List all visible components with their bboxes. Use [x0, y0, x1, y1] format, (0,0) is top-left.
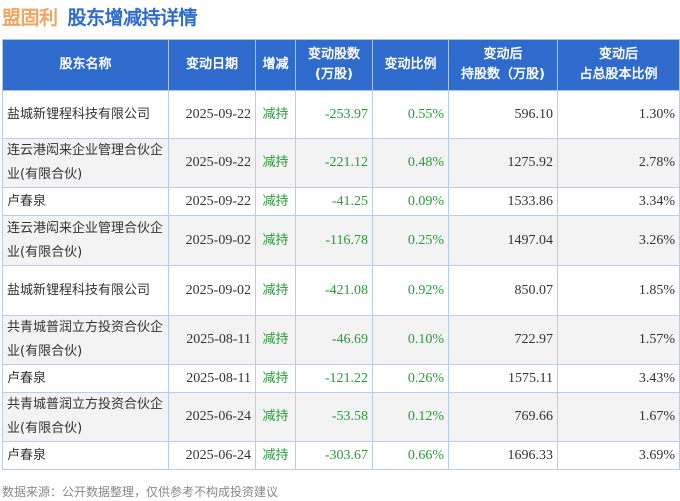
- pct-after: 3.26%: [557, 215, 680, 266]
- column-header: 变动后 占总股本比例: [557, 39, 680, 91]
- change-date: 2025-08-11: [168, 315, 256, 365]
- title-text: 股东增减持详情: [67, 7, 198, 29]
- pct-after: 1.30%: [557, 90, 680, 139]
- column-header: 增减: [255, 39, 296, 91]
- change-shares: -121.22: [295, 364, 373, 393]
- change-type: 减持: [255, 187, 296, 216]
- change-ratio: 0.26%: [372, 364, 449, 393]
- change-ratio: 0.66%: [372, 441, 449, 470]
- change-date: 2025-09-02: [168, 265, 256, 316]
- table-row: 连云港闳来企业管理合伙企业(有限合伙) 2025-09-22 减持 -221.12 0.…: [2, 138, 680, 188]
- shares-after: 1696.33: [448, 441, 558, 470]
- change-type: 减持: [255, 215, 296, 266]
- change-shares: -53.58: [295, 392, 373, 442]
- change-type: 减持: [255, 138, 296, 188]
- shares-after: 850.07: [448, 265, 558, 316]
- shares-after: 1533.86: [448, 187, 558, 216]
- column-header: 股东名称: [2, 39, 169, 91]
- change-shares: -46.69: [295, 315, 373, 365]
- change-shares: -253.97: [295, 90, 373, 139]
- table-row: 卢春泉 2025-09-22 减持 -41.25 0.09% 1533.86 3.34%: [2, 187, 680, 216]
- change-date: 2025-09-02: [168, 215, 256, 266]
- pct-after: 3.43%: [557, 364, 680, 393]
- change-date: 2025-09-22: [168, 138, 256, 188]
- change-ratio: 0.92%: [372, 265, 449, 316]
- shares-after: 1497.04: [448, 215, 558, 266]
- shares-after: 722.97: [448, 315, 558, 365]
- change-ratio: 0.12%: [372, 392, 449, 442]
- change-date: 2025-08-11: [168, 364, 256, 393]
- page-title: 盟固利 股东增减持详情: [2, 3, 198, 30]
- shareholder-name: 卢春泉: [2, 364, 169, 393]
- table-row: 盐城新锂程科技有限公司 2025-09-02 减持 -421.08 0.92% 850.0…: [2, 265, 680, 316]
- shareholder-name: 卢春泉: [2, 441, 169, 470]
- shares-after: 1575.11: [448, 364, 558, 393]
- change-shares: -303.67: [295, 441, 373, 470]
- table-row: 连云港闳来企业管理合伙企业(有限合伙) 2025-09-02 减持 -116.78 0.…: [2, 215, 680, 266]
- company-name: 盟固利: [2, 7, 58, 29]
- pct-after: 1.67%: [557, 392, 680, 442]
- shareholder-name: 共青城普润立方投资合伙企业(有限合伙): [2, 392, 169, 442]
- pct-after: 3.69%: [557, 441, 680, 470]
- change-type: 减持: [255, 441, 296, 470]
- column-header: 变动日期: [168, 39, 256, 91]
- pct-after: 2.78%: [557, 138, 680, 188]
- change-type: 减持: [255, 265, 296, 316]
- shares-after: 1275.92: [448, 138, 558, 188]
- change-date: 2025-06-24: [168, 392, 256, 442]
- change-date: 2025-09-22: [168, 187, 256, 216]
- change-shares: -421.08: [295, 265, 373, 316]
- column-header: 变动股数 (万股): [295, 39, 373, 91]
- change-date: 2025-09-22: [168, 90, 256, 139]
- pct-after: 3.34%: [557, 187, 680, 216]
- shareholder-name: 盐城新锂程科技有限公司: [2, 265, 169, 316]
- change-type: 减持: [255, 315, 296, 365]
- data-source-note: 数据来源：公开数据整理，仅供参考不构成投资建议: [2, 485, 279, 499]
- shareholder-name: 卢春泉: [2, 187, 169, 216]
- column-header: 变动比例: [372, 39, 449, 91]
- table-row: 盐城新锂程科技有限公司 2025-09-22 减持 -253.97 0.55% 596.1…: [2, 90, 680, 139]
- shareholder-name: 连云港闳来企业管理合伙企业(有限合伙): [2, 215, 169, 266]
- holdings-change-table: 股东名称 变动日期 增减 变动股数 (万股) 变动比例 变动后 持股数（万股) 变动后 占总…: [2, 39, 680, 470]
- pct-after: 1.85%: [557, 265, 680, 316]
- change-ratio: 0.25%: [372, 215, 449, 266]
- change-ratio: 0.55%: [372, 90, 449, 139]
- change-ratio: 0.09%: [372, 187, 449, 216]
- table-row: 卢春泉 2025-06-24 减持 -303.67 0.66% 1696.33 3.69%: [2, 441, 680, 470]
- table-row: 卢春泉 2025-08-11 减持 -121.22 0.26% 1575.11 3.43%: [2, 364, 680, 393]
- table-row: 共青城普润立方投资合伙企业(有限合伙) 2025-08-11 减持 -46.69 0.1…: [2, 315, 680, 365]
- pct-after: 1.57%: [557, 315, 680, 365]
- change-shares: -41.25: [295, 187, 373, 216]
- shareholder-name: 连云港闳来企业管理合伙企业(有限合伙): [2, 138, 169, 188]
- shareholder-name: 共青城普润立方投资合伙企业(有限合伙): [2, 315, 169, 365]
- change-type: 减持: [255, 364, 296, 393]
- change-ratio: 0.48%: [372, 138, 449, 188]
- change-ratio: 0.10%: [372, 315, 449, 365]
- change-shares: -221.12: [295, 138, 373, 188]
- shares-after: 596.10: [448, 90, 558, 139]
- column-header: 变动后 持股数（万股): [448, 39, 558, 91]
- table-row: 共青城普润立方投资合伙企业(有限合伙) 2025-06-24 减持 -53.58 0.1…: [2, 392, 680, 442]
- change-type: 减持: [255, 90, 296, 139]
- change-date: 2025-06-24: [168, 441, 256, 470]
- change-shares: -116.78: [295, 215, 373, 266]
- shares-after: 769.66: [448, 392, 558, 442]
- shareholder-name: 盐城新锂程科技有限公司: [2, 90, 169, 139]
- change-type: 减持: [255, 392, 296, 442]
